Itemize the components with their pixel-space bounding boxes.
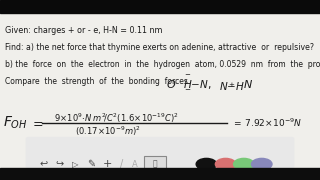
Text: $N{-}\overset{}{H}$: $N{-}\overset{}{H}$: [219, 79, 245, 93]
Text: ⛰: ⛰: [153, 160, 157, 169]
Circle shape: [215, 158, 236, 170]
Text: ↪: ↪: [55, 159, 63, 169]
Text: $+$: $+$: [228, 80, 235, 89]
Text: $=\,7.92\!\times\!10^{-9}N$: $=\,7.92\!\times\!10^{-9}N$: [232, 116, 302, 129]
Circle shape: [252, 158, 272, 170]
Text: Compare  the  strength  of  the  bonding  forces: Compare the strength of the bonding forc…: [5, 77, 188, 86]
Text: $F_{OH}$: $F_{OH}$: [3, 114, 28, 131]
FancyBboxPatch shape: [144, 156, 166, 174]
Text: ✎: ✎: [87, 159, 95, 169]
Text: ↩: ↩: [39, 159, 47, 169]
Text: b) the  force  on  the  electron  in  the  hydrogen  atom, 0.0529  nm  from  the: b) the force on the electron in the hydr…: [5, 60, 320, 69]
Text: $=$: $=$: [30, 116, 44, 129]
FancyBboxPatch shape: [26, 137, 294, 168]
Text: $-$: $-$: [184, 70, 191, 76]
Text: $9\!\times\!10^{9}\!\cdot\! N\,m^2\!/C^2(1.6\!\times\!10^{-19}C)^2$: $9\!\times\!10^{9}\!\cdot\! N\,m^2\!/C^2…: [54, 112, 179, 125]
Text: Given: charges + or - e, H-N = 0.11 nm: Given: charges + or - e, H-N = 0.11 nm: [5, 26, 162, 35]
Text: +: +: [102, 159, 112, 169]
Text: $O$: $O$: [166, 78, 177, 90]
Circle shape: [234, 158, 254, 170]
Text: $N$: $N$: [243, 78, 253, 90]
Text: $(0.17\!\times\!10^{-9}m)^2$: $(0.17\!\times\!10^{-9}m)^2$: [75, 125, 141, 138]
Bar: [0, 0, 320, 13]
Text: Find: a) the net force that thymine exerts on adenine, attractive  or  repulsive: Find: a) the net force that thymine exer…: [5, 43, 314, 52]
Bar: [0, 168, 320, 180]
Text: ▷: ▷: [72, 160, 78, 169]
Text: /: /: [120, 159, 123, 169]
Circle shape: [196, 158, 217, 170]
Text: $\underset{-}{H}{-}N,$: $\underset{-}{H}{-}N,$: [183, 79, 212, 91]
Text: A: A: [132, 160, 137, 169]
